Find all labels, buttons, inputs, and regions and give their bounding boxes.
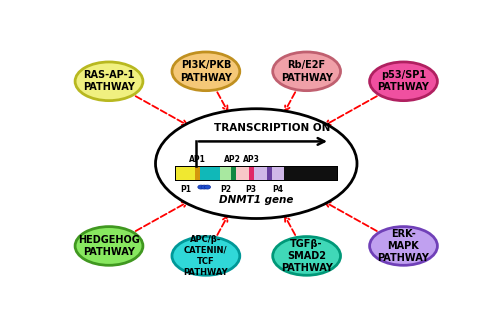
Text: AP2: AP2 bbox=[224, 156, 241, 164]
Circle shape bbox=[201, 185, 207, 189]
Text: RAS-AP-1
PATHWAY: RAS-AP-1 PATHWAY bbox=[83, 70, 135, 92]
Ellipse shape bbox=[156, 109, 357, 218]
Text: Rb/E2F
PATHWAY: Rb/E2F PATHWAY bbox=[280, 60, 332, 83]
Ellipse shape bbox=[75, 226, 143, 265]
Bar bbox=[236, 168, 249, 180]
Text: P2: P2 bbox=[220, 185, 232, 193]
Text: P3: P3 bbox=[245, 185, 256, 193]
Ellipse shape bbox=[172, 237, 240, 275]
Ellipse shape bbox=[370, 62, 438, 101]
Bar bbox=[213, 168, 216, 180]
Bar bbox=[284, 168, 337, 180]
Text: p53/SP1
PATHWAY: p53/SP1 PATHWAY bbox=[378, 70, 430, 92]
Bar bbox=[195, 168, 200, 180]
Text: P1: P1 bbox=[180, 185, 191, 193]
Bar bbox=[204, 168, 206, 180]
Text: PI3K/PKB
PATHWAY: PI3K/PKB PATHWAY bbox=[180, 60, 232, 83]
Bar bbox=[249, 168, 254, 180]
Bar bbox=[200, 168, 203, 180]
Bar bbox=[272, 168, 284, 180]
Text: AP3: AP3 bbox=[243, 156, 260, 164]
Text: P4: P4 bbox=[272, 185, 283, 193]
Ellipse shape bbox=[172, 52, 240, 91]
Bar bbox=[210, 168, 213, 180]
Bar bbox=[176, 168, 195, 180]
Bar bbox=[220, 168, 231, 180]
Ellipse shape bbox=[75, 62, 143, 101]
Ellipse shape bbox=[370, 226, 438, 265]
Bar bbox=[267, 168, 272, 180]
Bar bbox=[254, 168, 267, 180]
Text: ERK-
MAPK
PATHWAY: ERK- MAPK PATHWAY bbox=[378, 228, 430, 263]
Text: TGFβ-
SMAD2
PATHWAY: TGFβ- SMAD2 PATHWAY bbox=[280, 238, 332, 273]
Bar bbox=[216, 168, 220, 180]
Bar bbox=[206, 168, 210, 180]
Text: TRANSCRIPTION ON: TRANSCRIPTION ON bbox=[214, 123, 330, 133]
Ellipse shape bbox=[272, 52, 340, 91]
Bar bbox=[231, 168, 236, 180]
Text: AP1: AP1 bbox=[189, 156, 206, 164]
Bar bbox=[175, 166, 338, 181]
Text: APC/β-
CATENIN/
TCF
PATHWAY: APC/β- CATENIN/ TCF PATHWAY bbox=[184, 235, 228, 277]
Circle shape bbox=[198, 185, 204, 189]
Text: HEDGEHOG
PATHWAY: HEDGEHOG PATHWAY bbox=[78, 235, 140, 257]
Circle shape bbox=[204, 185, 210, 189]
Ellipse shape bbox=[272, 237, 340, 275]
Text: DNMT1 gene: DNMT1 gene bbox=[219, 194, 294, 204]
